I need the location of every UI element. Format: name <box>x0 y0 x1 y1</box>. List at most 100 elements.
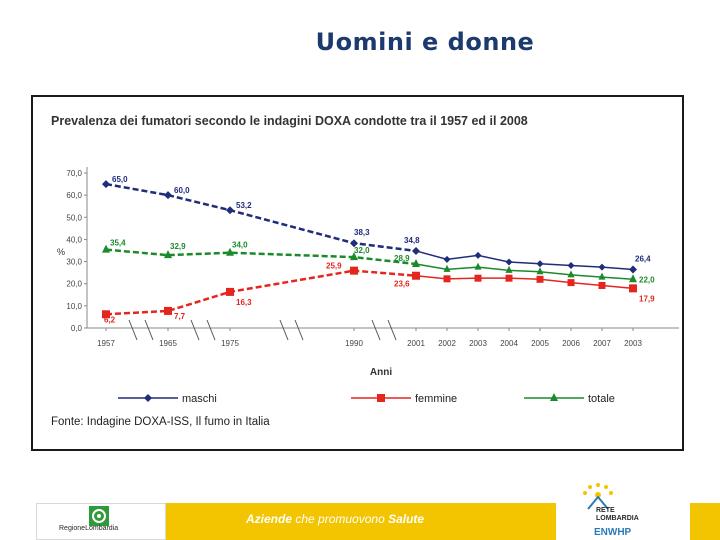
data-label-femmine-2008: 17,9 <box>639 294 655 303</box>
point-totale-1975 <box>226 247 234 256</box>
data-label-maschi-1975: 53,2 <box>236 201 252 210</box>
data-label-maschi-1965: 60,0 <box>174 186 190 195</box>
data-label-totale-1957: 35,4 <box>110 239 126 248</box>
series-totale-line <box>415 263 634 281</box>
x-tick-label: 2003 <box>624 339 642 348</box>
y-tick-label: 10,0 <box>66 302 82 311</box>
x-tick-label: 2002 <box>438 339 456 348</box>
point-femmine-2001 <box>412 271 420 280</box>
data-label-femmine-1990: 25,9 <box>326 262 342 271</box>
data-label-femmine-1965: 7,7 <box>174 312 186 321</box>
point-totale-2006 <box>567 270 575 278</box>
footer-tagline: Aziende che promuovono Salute <box>246 512 424 526</box>
y-axis-label: % <box>57 247 65 257</box>
x-tick-label: 2006 <box>562 339 580 348</box>
point-totale-2001 <box>412 259 420 268</box>
x-tick-label: 1990 <box>345 339 363 348</box>
series-femmine-dashed-line <box>105 269 417 316</box>
legend-marker-femmine <box>377 394 385 402</box>
data-label-maschi-2001: 34,8 <box>404 236 420 245</box>
footer-band: Aziende che promuovono Salute <box>166 503 556 540</box>
enwhp-text: ENWHP <box>594 527 632 538</box>
tagline-end: Salute <box>388 512 425 526</box>
point-maschi-2004 <box>505 258 513 266</box>
y-tick-label: 60,0 <box>66 191 82 200</box>
rete-line2: LOMBARDIA <box>596 515 639 522</box>
point-totale-2008 <box>629 274 637 283</box>
chart-title: Prevalenza dei fumatori secondo le indag… <box>51 114 528 128</box>
rete-logo-text: RETE LOMBARDIA <box>596 507 639 523</box>
series-maschi-line <box>415 250 634 271</box>
x-tick-label: 2001 <box>407 339 425 348</box>
data-label-maschi-1990: 38,3 <box>354 228 370 237</box>
x-tick-label: 2007 <box>593 339 611 348</box>
point-maschi-1990 <box>350 239 358 248</box>
data-label-maschi-1957: 65,0 <box>112 175 128 184</box>
footer-right-band <box>690 503 720 540</box>
point-maschi-2005 <box>536 260 544 268</box>
point-femmine-2003 <box>474 274 482 282</box>
chart-source: Fonte: Indagine DOXA-ISS, Il fumo in Ita… <box>51 416 270 428</box>
data-label-maschi-2008: 26,4 <box>635 255 651 264</box>
point-totale-1990 <box>350 252 358 261</box>
legend-label-maschi: maschi <box>182 393 217 405</box>
data-label-femmine-1957: 6,2 <box>104 315 116 324</box>
tagline-bold: Aziende <box>246 512 293 526</box>
point-totale-2005 <box>536 267 544 275</box>
axis-break-mark <box>128 319 138 341</box>
regione-logo-text: RegioneLombardia <box>59 525 119 532</box>
x-tick-label: 2003 <box>469 339 487 348</box>
regione-logo-icon <box>89 506 109 526</box>
y-tick-label: 20,0 <box>66 280 82 289</box>
point-totale-1965 <box>164 250 172 259</box>
y-tick-label: 70,0 <box>66 169 82 178</box>
point-femmine-1990 <box>350 266 358 275</box>
x-axis-label: Anni <box>370 367 392 378</box>
point-maschi-2006 <box>567 262 575 270</box>
data-label-totale-1975: 34,0 <box>232 241 248 250</box>
line-chart: Prevalenza dei fumatori secondo le indag… <box>51 114 679 428</box>
point-femmine-1965 <box>164 306 172 315</box>
point-maschi-2001 <box>412 246 420 255</box>
x-tick-label: 2005 <box>531 339 549 348</box>
point-maschi-1975 <box>226 206 234 215</box>
footer: RegioneLombardia Aziende che promuovono … <box>0 478 720 540</box>
point-maschi-1957 <box>102 180 110 189</box>
legend-label-totale: totale <box>588 393 615 405</box>
point-maschi-2008 <box>629 265 637 274</box>
axis-break-mark <box>279 319 289 341</box>
y-tick-label: 50,0 <box>66 213 82 222</box>
point-femmine-2004 <box>505 274 513 282</box>
series-femmine-line <box>415 274 634 290</box>
y-tick-label: 0,0 <box>71 324 83 333</box>
point-femmine-2002 <box>443 275 451 283</box>
data-label-totale-2008: 22,0 <box>639 275 655 284</box>
axis-break-mark <box>144 319 154 341</box>
legend-marker-totale <box>550 393 558 401</box>
point-totale-2003 <box>474 262 482 270</box>
axis-break-mark <box>371 319 381 341</box>
point-femmine-1975 <box>226 287 234 296</box>
point-totale-1957 <box>102 244 110 253</box>
data-label-totale-2001: 28,9 <box>394 254 410 263</box>
point-totale-2002 <box>443 264 451 272</box>
point-maschi-2007 <box>598 263 606 271</box>
rete-line1: RETE <box>596 507 615 514</box>
data-label-totale-1965: 32,9 <box>170 242 186 251</box>
axis-break-mark <box>294 319 304 341</box>
x-tick-label: 1957 <box>97 339 115 348</box>
x-tick-label: 2004 <box>500 339 518 348</box>
point-maschi-2003 <box>474 251 482 259</box>
point-femmine-2008 <box>629 284 637 293</box>
point-femmine-2005 <box>536 275 544 283</box>
y-tick-label: 30,0 <box>66 258 82 267</box>
point-totale-2004 <box>505 265 513 273</box>
data-label-totale-1990: 32,0 <box>354 246 370 255</box>
series-maschi-dashed-line <box>105 182 417 253</box>
series-totale-dashed-line <box>105 248 417 266</box>
y-tick-label: 40,0 <box>66 235 82 244</box>
legend-marker-maschi <box>144 394 152 402</box>
data-label-femmine-2001: 23,6 <box>394 280 410 289</box>
chart-frame: Prevalenza dei fumatori secondo le indag… <box>31 95 684 451</box>
point-femmine-1957 <box>102 310 110 319</box>
